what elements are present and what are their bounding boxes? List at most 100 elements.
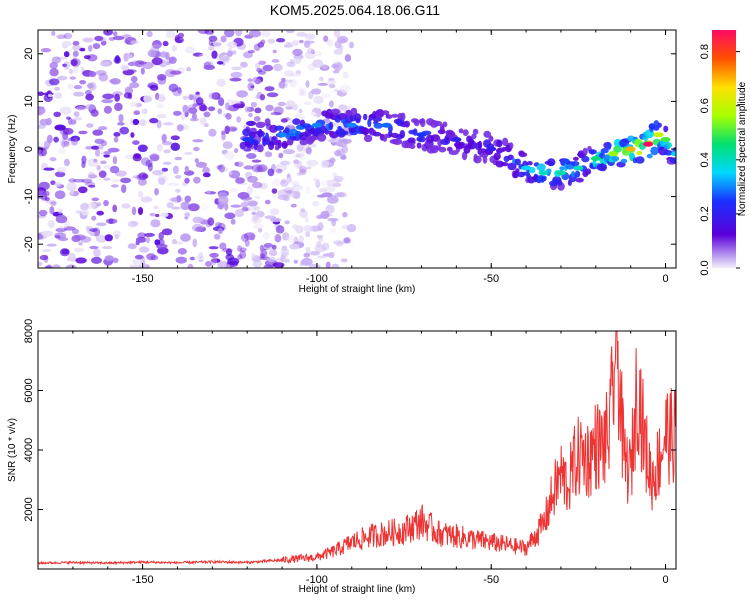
noise-blob xyxy=(61,40,72,47)
ridge-blob xyxy=(360,127,370,135)
noise-blob xyxy=(71,138,78,146)
noise-blob xyxy=(293,186,304,191)
noise-blob xyxy=(112,156,118,165)
ridge-blob xyxy=(582,147,588,156)
noise-blob xyxy=(84,103,96,110)
noise-blob xyxy=(327,195,339,204)
noise-blob xyxy=(256,68,263,73)
noise-blob xyxy=(79,47,86,52)
noise-blob xyxy=(153,205,159,210)
noise-blob xyxy=(168,197,180,202)
noise-blob xyxy=(162,161,172,165)
noise-blob xyxy=(278,80,286,89)
noise-blob xyxy=(225,113,232,120)
noise-blob xyxy=(264,199,271,205)
noise-blob xyxy=(158,177,166,185)
noise-blob xyxy=(229,188,238,192)
noise-blob xyxy=(132,175,140,179)
noise-blob xyxy=(254,107,262,114)
noise-blob xyxy=(38,181,50,191)
noise-blob xyxy=(103,105,112,114)
noise-blob xyxy=(226,248,232,256)
noise-blob xyxy=(112,230,121,239)
noise-blob xyxy=(180,201,190,211)
noise-blob xyxy=(95,234,107,243)
noise-blob xyxy=(234,161,239,167)
noise-blob xyxy=(298,235,305,244)
noise-blob xyxy=(293,190,301,200)
noise-blob xyxy=(39,254,49,261)
noise-blob xyxy=(329,227,337,234)
noise-blob xyxy=(126,53,133,59)
noise-blob xyxy=(91,197,100,202)
noise-blob xyxy=(63,220,70,229)
noise-blob xyxy=(336,192,347,198)
noise-blob xyxy=(333,175,344,183)
noise-blob xyxy=(156,144,163,152)
y-tick-label: -20 xyxy=(23,236,35,252)
ridge-blob xyxy=(458,128,464,134)
noise-blob xyxy=(234,148,239,154)
noise-blob xyxy=(257,70,267,75)
noise-blob xyxy=(272,262,285,268)
noise-blob xyxy=(141,108,148,115)
noise-blob xyxy=(217,195,229,205)
noise-blob xyxy=(232,50,237,55)
ridge-blob xyxy=(372,131,382,137)
noise-blob xyxy=(162,40,169,47)
noise-blob xyxy=(113,132,121,137)
noise-blob xyxy=(184,212,191,218)
noise-blob xyxy=(140,67,145,75)
ridge-blob xyxy=(330,108,341,116)
noise-blob xyxy=(132,140,140,146)
noise-blob xyxy=(210,256,218,266)
noise-blob xyxy=(54,171,66,178)
noise-blob xyxy=(334,40,342,49)
noise-blob xyxy=(177,32,185,38)
ridge-peak xyxy=(277,132,287,138)
snr-xlabel: Height of straight line (km) xyxy=(299,584,416,595)
noise-blob xyxy=(171,196,183,203)
noise-blob xyxy=(40,48,52,53)
noise-blob xyxy=(102,93,115,100)
noise-blob xyxy=(338,104,348,111)
noise-blob xyxy=(207,217,215,226)
noise-blob xyxy=(95,148,101,157)
noise-blob xyxy=(147,162,153,172)
noise-blob xyxy=(38,142,43,146)
noise-blob xyxy=(170,142,181,151)
noise-blob xyxy=(73,85,83,90)
noise-blob xyxy=(289,78,297,88)
ridge-blob xyxy=(467,140,477,150)
noise-blob xyxy=(98,73,109,82)
noise-blob xyxy=(42,249,52,253)
noise-blob xyxy=(96,165,101,171)
noise-blob xyxy=(304,216,309,223)
noise-blob xyxy=(296,32,307,37)
noise-blob xyxy=(100,40,107,46)
noise-blob xyxy=(159,51,168,58)
spectrogram-heatmap xyxy=(38,30,676,268)
ridge-blob xyxy=(280,118,288,123)
ridge-blob xyxy=(493,152,501,161)
noise-blob xyxy=(218,97,225,107)
noise-blob xyxy=(339,37,347,44)
noise-blob xyxy=(142,61,154,70)
noise-blob xyxy=(53,136,59,143)
noise-blob xyxy=(92,129,104,136)
noise-blob xyxy=(58,237,69,242)
ridge-blob xyxy=(509,142,514,150)
noise-blob xyxy=(323,35,329,42)
noise-blob xyxy=(276,38,286,43)
noise-blob xyxy=(161,133,167,143)
noise-blob xyxy=(314,51,322,57)
noise-blob xyxy=(138,190,144,198)
noise-blob xyxy=(331,63,340,69)
noise-blob xyxy=(46,243,57,247)
ridge-blob xyxy=(495,160,504,168)
noise-blob xyxy=(283,70,294,77)
noise-blob xyxy=(54,235,61,239)
noise-blob xyxy=(285,106,294,110)
noise-blob xyxy=(208,35,218,42)
ridge-blob xyxy=(600,148,609,154)
